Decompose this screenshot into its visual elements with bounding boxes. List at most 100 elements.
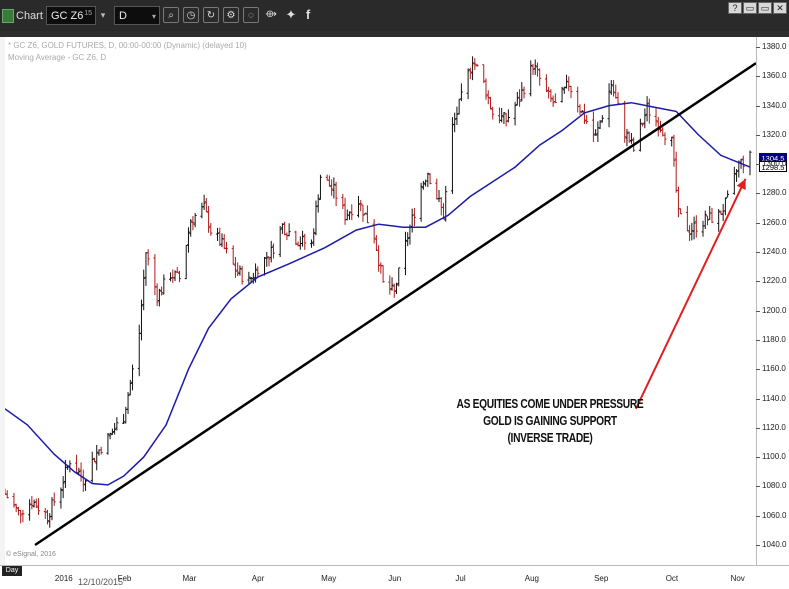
y-tick-label: 1120.0	[762, 422, 786, 432]
price-bar	[222, 234, 226, 250]
price-bar	[529, 60, 533, 97]
interval-value: D	[119, 10, 127, 22]
y-tick-mark	[756, 427, 760, 429]
price-bar	[204, 198, 208, 213]
y-tick-label: 1160.0	[762, 364, 786, 374]
price-bar	[609, 79, 613, 95]
zoom-icon[interactable]: ⌕	[163, 7, 179, 23]
price-bar	[50, 497, 54, 521]
y-tick-mark	[756, 164, 760, 166]
y-tick-mark	[756, 369, 760, 371]
link-icon[interactable]: ⟴	[265, 9, 277, 20]
price-bar	[520, 82, 524, 102]
price-bar	[12, 492, 16, 508]
restore-button[interactable]: ▭	[743, 2, 757, 14]
price-bar	[216, 227, 220, 241]
y-tick-mark	[756, 281, 760, 283]
time-axis[interactable]: 2016 Feb Mar Apr May Jun Jul Aug Sep Oct Nov	[0, 565, 789, 589]
price-bar	[694, 215, 698, 238]
price-bar	[663, 132, 667, 146]
price-bar	[341, 193, 345, 209]
price-bar	[139, 299, 143, 341]
price-bar	[186, 227, 190, 253]
price-bar	[688, 225, 692, 242]
price-bar	[567, 76, 571, 92]
price-bar	[318, 174, 322, 201]
refresh-icon[interactable]: ↻	[203, 7, 219, 23]
price-bar	[625, 128, 629, 147]
x-tick-label: Jun	[388, 574, 402, 583]
price-bar	[553, 93, 557, 104]
price-bar	[491, 106, 495, 120]
price-bar	[267, 256, 271, 267]
price-bar	[348, 211, 352, 220]
maximize-button[interactable]: ▭	[758, 2, 772, 14]
chart-annotation: AS EQUITIES COME UNDER PRESSURE GOLD IS …	[452, 396, 649, 447]
plot-area[interactable]	[3, 37, 757, 565]
annotation-arrow	[634, 178, 747, 410]
y-tick-mark	[756, 134, 760, 136]
x-tick-label: Sep	[594, 574, 609, 583]
price-bar	[374, 235, 378, 251]
price-bar	[473, 58, 477, 71]
price-bar	[137, 324, 141, 377]
symbol-dropdown-icon[interactable]: ▾	[100, 10, 106, 20]
close-button[interactable]: ✕	[773, 2, 787, 14]
help-button[interactable]: ?	[728, 2, 742, 14]
price-axis[interactable]	[756, 37, 789, 565]
price-bar	[92, 457, 96, 463]
price-bar	[285, 232, 289, 241]
price-bar	[705, 215, 709, 226]
price-bar	[585, 114, 589, 124]
y-tick-mark	[756, 310, 760, 312]
price-bar	[726, 190, 730, 198]
price-bar	[59, 487, 63, 509]
price-bar	[600, 115, 604, 123]
symbol-input[interactable]: GC Z6 15	[46, 6, 96, 25]
price-bar	[330, 179, 334, 196]
price-bar	[207, 205, 211, 233]
y-tick-mark	[756, 545, 760, 546]
price-bar	[202, 194, 206, 210]
copyright-label: © eSignal, 2016	[6, 551, 56, 558]
y-tick-label: 1260.0	[762, 217, 787, 227]
price-bar	[312, 228, 316, 246]
price-bar	[372, 219, 376, 244]
price-bar	[128, 379, 132, 396]
price-bar	[115, 417, 119, 431]
price-bar	[280, 223, 284, 234]
price-bar	[37, 498, 41, 515]
x-tick-label: Aug	[524, 574, 539, 583]
support-trendline	[34, 62, 757, 547]
price-bar	[569, 85, 573, 99]
cursor-icon[interactable]: ◷	[183, 7, 199, 23]
cursor-select-icon[interactable]: ◌	[243, 7, 259, 23]
price-bar	[533, 59, 537, 75]
x-tick-label: Feb	[117, 574, 132, 583]
y-tick-label: 1240.0	[762, 247, 787, 257]
y-tick-label: 1360.0	[762, 71, 787, 81]
price-bar	[157, 288, 161, 307]
x-tick-label: Oct	[665, 574, 679, 583]
price-bar	[193, 212, 197, 228]
price-bar	[381, 264, 385, 283]
interval-select[interactable]: D ▾	[114, 6, 160, 25]
moving-average-line	[4, 101, 751, 486]
price-bar	[455, 106, 459, 125]
price-bar	[126, 392, 130, 414]
price-bar	[629, 132, 633, 144]
settings-icon[interactable]: ⚙	[223, 7, 239, 23]
facebook-icon[interactable]: f	[305, 7, 311, 22]
price-bar	[421, 180, 425, 190]
price-bar	[160, 286, 164, 296]
price-bar	[437, 190, 441, 203]
price-bar	[672, 134, 676, 167]
twitter-icon[interactable]: ✦	[285, 7, 297, 22]
price-bar	[327, 175, 331, 187]
price-bar	[703, 210, 707, 230]
price-bar	[106, 433, 110, 455]
left-margin	[0, 37, 5, 565]
price-bar	[200, 202, 204, 219]
price-bar	[435, 178, 439, 200]
price-bar	[580, 110, 584, 113]
